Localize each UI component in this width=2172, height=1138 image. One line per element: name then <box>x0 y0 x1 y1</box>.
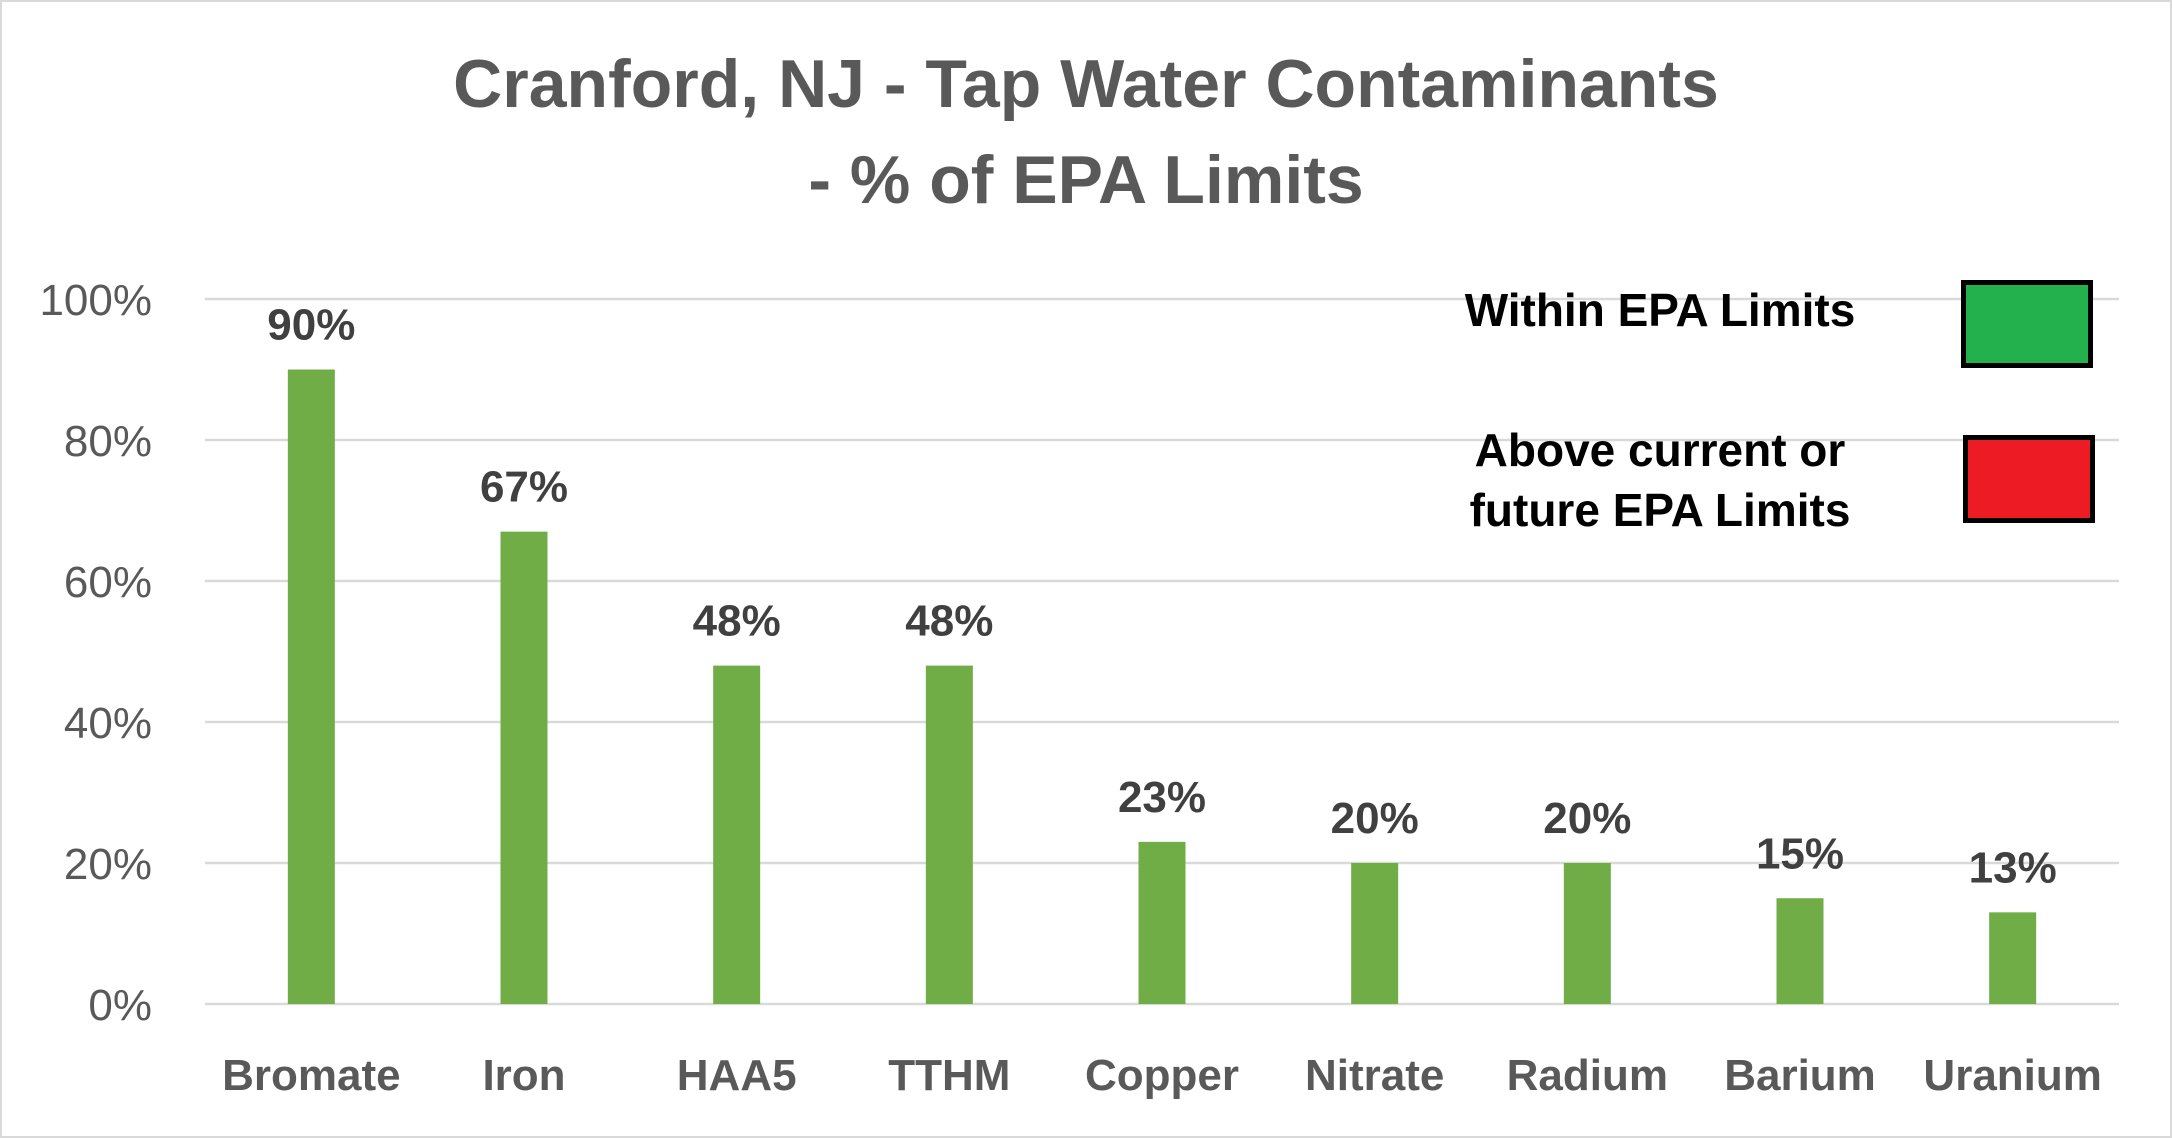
data-label: 15% <box>1756 829 1844 878</box>
legend-label-within: Within EPA Limits <box>1464 284 1856 336</box>
legend-label-above-line-2: future EPA Limits <box>1469 484 1851 536</box>
chart-title-line-1: Cranford, NJ - Tap Water Contaminants <box>453 46 1719 122</box>
x-tick-label: Iron <box>482 1051 565 1100</box>
legend-swatch-above <box>1963 435 2095 523</box>
y-tick-label: 80% <box>64 417 152 466</box>
bar-copper <box>1138 841 1186 1004</box>
y-tick-label: 0% <box>88 981 152 1030</box>
data-label: 48% <box>693 597 781 646</box>
x-tick-label: Copper <box>1085 1051 1239 1100</box>
data-label: 20% <box>1331 794 1419 843</box>
legend-swatch-within <box>1961 280 2093 368</box>
y-tick-label: 20% <box>64 840 152 889</box>
x-tick-label: HAA5 <box>677 1051 797 1100</box>
data-label: 23% <box>1118 773 1206 822</box>
y-tick-label: 60% <box>64 558 152 607</box>
data-label: 48% <box>905 597 993 646</box>
bar-nitrate <box>1351 863 1399 1004</box>
data-label: 20% <box>1543 794 1631 843</box>
data-label: 13% <box>1969 843 2057 892</box>
bar-tthm <box>925 665 973 1004</box>
x-tick-label: Radium <box>1507 1051 1668 1100</box>
y-tick-label: 100% <box>39 276 152 325</box>
bar-barium <box>1776 898 1824 1004</box>
x-tick-label: TTHM <box>888 1051 1010 1100</box>
x-tick-label: Bromate <box>222 1051 401 1100</box>
chart-title-line-2: - % of EPA Limits <box>808 142 1364 218</box>
x-tick-label: Barium <box>1724 1051 1876 1100</box>
bar-uranium <box>1989 912 2037 1004</box>
bar-haa5 <box>713 665 761 1004</box>
bar-iron <box>500 531 548 1004</box>
x-tick-label: Uranium <box>1923 1051 2101 1100</box>
data-label: 90% <box>267 301 355 350</box>
legend-label-above-line-1: Above current or <box>1474 424 1846 476</box>
bar-bromate <box>287 369 335 1004</box>
y-tick-label: 40% <box>64 699 152 748</box>
x-tick-label: Nitrate <box>1305 1051 1444 1100</box>
bar-radium <box>1563 863 1611 1004</box>
data-label: 67% <box>480 463 568 512</box>
